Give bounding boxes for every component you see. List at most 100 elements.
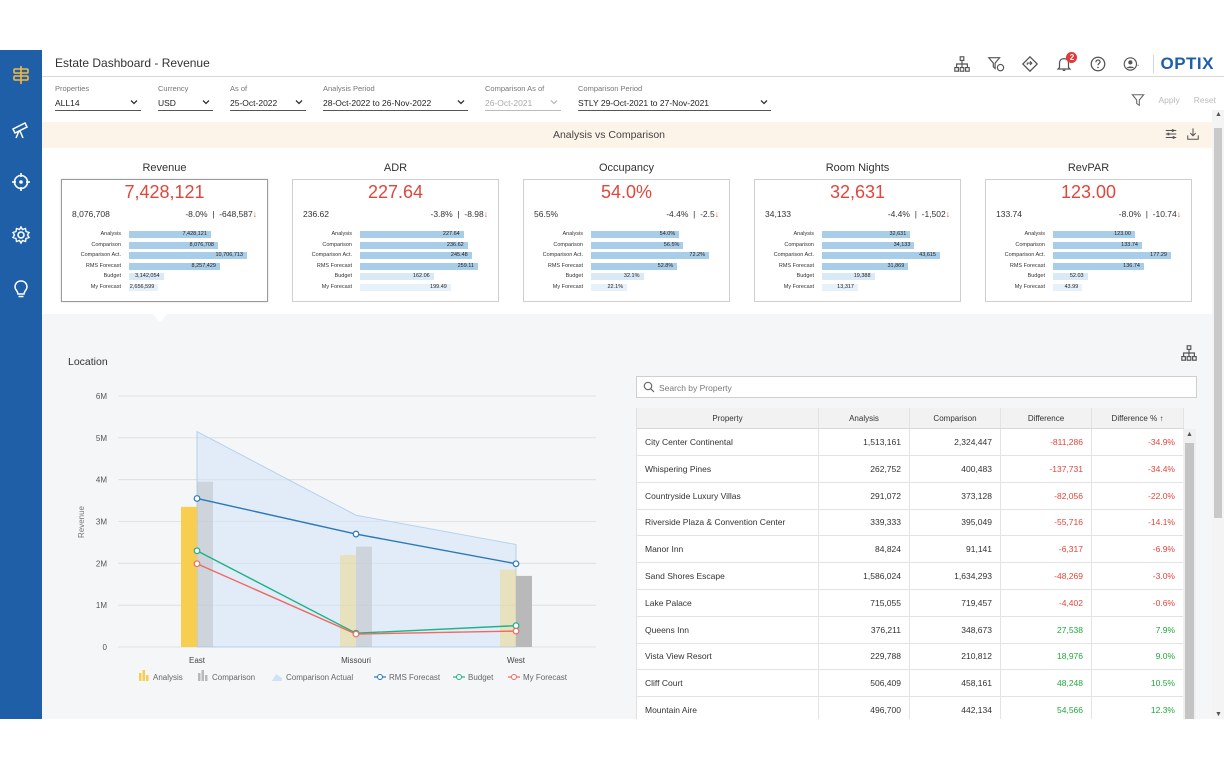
table-row[interactable]: Cliff Court 506,409 458,161 48,248 10.5% xyxy=(637,670,1184,698)
kpi-bar-row: RMS Forecast 8,257,429 xyxy=(62,262,267,271)
table-row[interactable]: Lake Palace 715,055 719,457 -4,402 -0.6% xyxy=(637,589,1184,617)
legend-bar-icon xyxy=(198,673,201,681)
kpi-bar xyxy=(591,273,644,280)
diamond-nav-icon[interactable] xyxy=(1013,53,1047,75)
signpost-icon[interactable] xyxy=(9,63,33,87)
analysis-period-select[interactable]: 28-Oct-2022 to 26-Nov-2022 xyxy=(323,95,468,111)
analysis-period-filter[interactable]: Analysis Period 28-Oct-2022 to 26-Nov-20… xyxy=(323,84,468,111)
arrow-down-icon: ↓ xyxy=(945,209,950,219)
sliders-icon[interactable] xyxy=(1164,127,1178,141)
kpi-bar xyxy=(360,241,468,249)
kpi-bar-label: RMS Forecast xyxy=(316,262,352,269)
kpi-value: 227.64 xyxy=(367,182,424,202)
download-icon[interactable] xyxy=(1186,127,1200,141)
table-row[interactable]: Countryside Luxury Villas 291,072 373,128-… xyxy=(637,482,1184,510)
table-scrollbar[interactable]: ▲ xyxy=(1183,429,1196,719)
hierarchy-icon[interactable] xyxy=(945,53,979,75)
cell-analysis: 1,513,161 xyxy=(819,429,910,455)
table-scroll-thumb[interactable] xyxy=(1185,443,1194,719)
gear-icon[interactable] xyxy=(9,223,33,247)
page-scrollbar[interactable]: ▲ ▼ xyxy=(1212,110,1224,719)
y-tick-label: 6M xyxy=(96,392,107,401)
kpi-bar-value: 133.74 xyxy=(1121,241,1138,248)
kpi-card-occupancy[interactable]: Occupancy 54.0% 56.5% -4.4% | -2.5↓ Anal… xyxy=(523,148,730,303)
hierarchy-icon[interactable] xyxy=(1180,344,1198,362)
kpi-card-revenue[interactable]: Revenue 7,428,121 8,076,708 -8.0% | -648… xyxy=(61,148,268,303)
bell-icon[interactable]: 2 xyxy=(1047,52,1081,75)
comparison-period-filter[interactable]: Comparison Period STLY 29-Oct-2021 to 27… xyxy=(578,84,771,111)
cell-difference-pct: 9.0% xyxy=(1092,643,1184,670)
analysis-bar xyxy=(340,554,356,647)
kpi-bar-value: 227.64 xyxy=(442,231,460,237)
apply-button[interactable]: Apply xyxy=(1158,95,1180,105)
notification-badge: 2 xyxy=(1066,52,1078,63)
kpi-box[interactable]: 54.0% 56.5% -4.4% | -2.5↓ Analysis 54.0% C… xyxy=(523,179,730,302)
properties-select[interactable]: ALL14 xyxy=(55,95,141,111)
table-row[interactable]: Riverside Plaza & Convention Center 339,3… xyxy=(637,509,1184,537)
cell-difference-pct: -34.4% xyxy=(1092,455,1184,482)
kpi-box[interactable]: 7,428,121 8,076,708 -8.0% | -648,587↓ An… xyxy=(61,179,268,302)
line-point xyxy=(352,630,360,638)
table-row[interactable]: Mountain Aire 496,700 442,134 54,566 12.3% xyxy=(637,697,1184,719)
kpi-bar-value: 43,615 xyxy=(919,252,936,258)
kpi-bar-value: 13,317 xyxy=(837,283,854,290)
line-point xyxy=(193,495,201,502)
help-icon[interactable] xyxy=(1081,53,1115,75)
properties-filter[interactable]: Properties ALL14 xyxy=(55,84,141,111)
kpi-bar xyxy=(360,273,434,280)
legend-line-icon xyxy=(377,674,383,680)
table-row[interactable]: Sand Shores Escape 1,586,024 1,634,293 -48,… xyxy=(637,563,1184,590)
kpi-bar-label: Comparison Act. xyxy=(542,252,583,258)
kpi-difference: -8.0% | -10.74↓ xyxy=(1118,209,1181,219)
header-difference[interactable]: Difference xyxy=(1001,408,1092,428)
cell-comparison: 1,634,293 xyxy=(910,563,1001,589)
header-difference-pct[interactable]: Difference % ↑ xyxy=(1092,408,1184,428)
as-of-select[interactable]: 25-Oct-2022 xyxy=(230,95,306,111)
cell-difference-pct: -0.6% xyxy=(1092,589,1184,616)
analysis-period-label: Analysis Period xyxy=(323,84,375,93)
cell-difference-pct: -14.1% xyxy=(1092,509,1184,536)
scroll-up-icon[interactable]: ▲ xyxy=(1215,111,1222,118)
table-row[interactable]: Whispering Pines 262,752 400,483 -137,731 -3… xyxy=(637,455,1184,483)
y-tick-label: 3M xyxy=(96,518,107,527)
cell-difference: -811,286 xyxy=(1001,429,1092,455)
table-row[interactable]: Manor Inn 84,824 91,141 -6,317 -6.9% xyxy=(637,536,1184,564)
kpi-bar-label: Analysis xyxy=(331,231,352,237)
kpi-card-room-nights[interactable]: Room Nights 32,631 34,133 -4.4% | -1,502… xyxy=(754,148,961,303)
kpi-box[interactable]: 123.00 133.74 -8.0% | -10.74↓ Analysis 12… xyxy=(985,179,1192,302)
kpi-card-adr[interactable]: ADR 227.64 236.62 -3.8% | -8.98↓ Analysi… xyxy=(292,148,499,303)
table-row[interactable]: City Center Continental 1,513,161 2,324,44… xyxy=(637,429,1184,456)
property-search[interactable] xyxy=(636,376,1197,398)
kpi-bar-value: 54.0% xyxy=(659,231,676,237)
comparison-period-select[interactable]: STLY 29-Oct-2021 to 27-Nov-2021 xyxy=(578,95,771,111)
kpi-bar-label: My Forecast xyxy=(321,283,352,290)
reset-button[interactable]: Reset xyxy=(1193,95,1216,105)
header-property[interactable]: Property xyxy=(637,408,819,428)
crosshair-icon[interactable] xyxy=(9,170,33,194)
user-icon[interactable] xyxy=(1115,53,1149,75)
telescope-icon[interactable] xyxy=(9,117,33,141)
table-row[interactable]: Vista View Resort 229,788 210,812 18,976 9.0… xyxy=(637,643,1184,671)
search-input[interactable] xyxy=(659,380,1179,395)
filter-icon[interactable] xyxy=(1130,93,1145,107)
kpi-bar-value: 123.00 xyxy=(1114,231,1131,237)
scroll-down-icon[interactable]: ▼ xyxy=(1215,711,1222,718)
scroll-up-icon[interactable]: ▲ xyxy=(1186,431,1193,438)
sidebar xyxy=(0,50,42,719)
comparison-period-label: Comparison Period xyxy=(578,84,643,93)
currency-select[interactable]: USD xyxy=(158,95,213,111)
as-of-filter[interactable]: As of 25-Oct-2022 xyxy=(230,84,306,111)
page-scroll-thumb[interactable] xyxy=(1214,128,1222,518)
filter-edit-icon[interactable] xyxy=(979,53,1013,75)
header-analysis[interactable]: Analysis xyxy=(819,408,910,428)
kpi-box[interactable]: 227.64 236.62 -3.8% | -8.98↓ Analysis 227… xyxy=(292,179,499,302)
kpi-comparison: 56.5% xyxy=(534,209,559,219)
lightbulb-icon[interactable] xyxy=(9,277,33,301)
header-comparison[interactable]: Comparison xyxy=(910,408,1001,428)
kpi-card-revpar[interactable]: RevPAR 123.00 133.74 -8.0% | -10.74↓ Ana… xyxy=(985,148,1192,303)
table-row[interactable]: Queens Inn 376,211 348,673 27,538 7.9% xyxy=(637,616,1184,644)
currency-filter[interactable]: Currency USD xyxy=(158,84,213,111)
kpi-box[interactable]: 32,631 34,133 -4.4% | -1,502↓ Analysis 32… xyxy=(754,179,961,302)
legend-label: Comparison Actual xyxy=(286,673,353,682)
kpi-bar-value: 31,869 xyxy=(887,262,905,269)
